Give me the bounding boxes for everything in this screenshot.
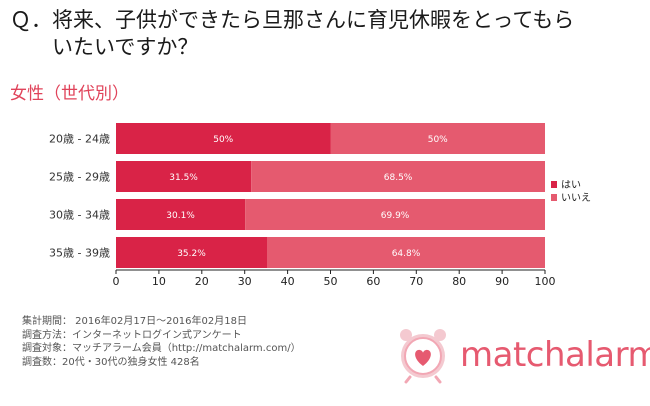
survey-count: 調査数：20代・30代の独身女性 428名 xyxy=(22,356,200,368)
logo-wordmark: matchalarm xyxy=(460,335,650,375)
x-tick-label: 0 xyxy=(113,275,120,288)
data-label: 35.2% xyxy=(177,249,206,259)
question-line-1: Ｑ．将来、子供ができたら旦那さんに育児休暇をとってもら xyxy=(10,8,575,32)
x-tick-label: 30 xyxy=(238,275,252,288)
bar-segment xyxy=(267,237,545,268)
category-label: 25歳 - 29歳 xyxy=(49,171,110,184)
category-label: 30歳 - 34歳 xyxy=(49,209,110,222)
survey-footer: 集計期間： 2016年02月17日～2016年02月18日 調査方法：インターネ… xyxy=(22,315,301,369)
question-line-2: いたいですか？ xyxy=(52,35,199,59)
x-tick-label: 70 xyxy=(409,275,423,288)
data-label: 64.8% xyxy=(392,249,421,259)
category-label: 20歳 - 24歳 xyxy=(49,133,110,146)
x-tick-label: 50 xyxy=(324,275,338,288)
survey-period: 集計期間： 2016年02月17日～2016年02月18日 xyxy=(22,316,247,327)
stacked-bar-chart: 20歳 - 24歳 50% 50% 25歳 - 29歳 31.5% 68.5% 30歳 - … xyxy=(49,123,591,288)
category-label: 35歳 - 39歳 xyxy=(49,247,110,260)
data-label: 69.9% xyxy=(381,211,410,221)
legend-swatch xyxy=(551,181,557,188)
x-tick-label: 10 xyxy=(152,275,166,288)
data-label: 50% xyxy=(213,135,233,145)
bar-segment xyxy=(251,161,545,192)
survey-method: 調査方法：インターネットログイン式アンケート xyxy=(22,329,242,341)
alarm-clock-logo-icon xyxy=(400,329,446,384)
bar-segment xyxy=(245,199,545,230)
bar-segment xyxy=(116,199,246,230)
data-label: 50% xyxy=(428,135,448,145)
x-tick-label: 60 xyxy=(366,275,380,288)
legend-label: いいえ xyxy=(561,192,591,204)
bar-segment xyxy=(116,161,252,192)
data-label: 31.5% xyxy=(169,173,198,183)
survey-target: 調査対象：マッチアラーム会員（http://matchalarm.com/） xyxy=(22,343,301,354)
bar-segment xyxy=(116,237,268,268)
data-label: 30.1% xyxy=(166,211,195,221)
bar-segment xyxy=(116,123,331,154)
bar-segment xyxy=(330,123,545,154)
x-tick-label: 40 xyxy=(281,275,295,288)
x-tick-label: 80 xyxy=(452,275,466,288)
legend-label: はい xyxy=(561,179,581,191)
x-tick-label: 20 xyxy=(195,275,209,288)
question-title: Ｑ．将来、子供ができたら旦那さんに育児休暇をとってもら いたいですか？ xyxy=(10,7,640,61)
data-label: 68.5% xyxy=(384,173,413,183)
x-tick-label: 100 xyxy=(535,275,556,288)
chart-subtitle: 女性（世代別） xyxy=(10,84,129,104)
x-tick-label: 90 xyxy=(495,275,509,288)
legend-swatch xyxy=(551,194,557,201)
